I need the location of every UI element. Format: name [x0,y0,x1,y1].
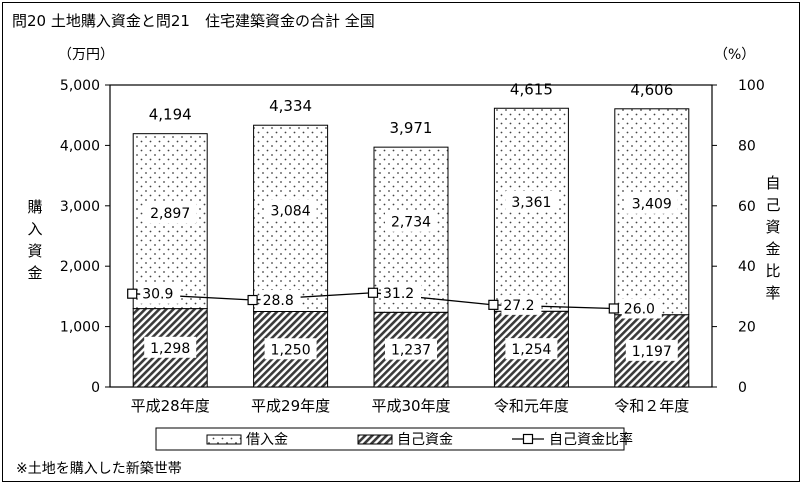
ratio-marker [247,294,258,306]
y2-tick-label: 20 [738,320,756,336]
bar-total-label: 3,971 [390,119,433,137]
bar-own-label: 1,237 [391,343,431,359]
ratio-marker [367,287,379,298]
bar-total-label: 4,606 [630,81,673,99]
ratio-label: 28.8 [263,293,294,309]
bar-total-label: 4,615 [510,80,553,98]
y-tick-label: 2,000 [60,259,100,275]
x-category-label: 令和元年度 [494,397,569,415]
y-tick-label: 5,000 [60,78,100,94]
y2-tick-label: 100 [738,78,765,94]
ratio-label: 31.2 [383,286,414,302]
legend-label-ratio: 自己資金比率 [549,431,633,448]
bar-total-label: 4,194 [149,106,192,124]
chart-title: 問20 土地購入資金と問21 住宅建築資金の合計 全国 [12,12,375,30]
ratio-marker [608,303,619,314]
ratio-marker [127,288,138,299]
legend-swatch-borrowed [206,434,242,445]
bar-borrowed-label: 3,409 [632,197,672,213]
ratio-label: 27.2 [503,298,534,314]
bar-own-label-bg [625,339,678,361]
bar-borrowed-label: 2,897 [150,206,190,222]
bar-borrowed-label: 3,084 [271,203,311,219]
x-category-label: 平成30年度 [371,397,450,415]
footnote: ※土地を購入した新築世帯 [16,461,182,477]
left-axis-title: 購入資金 [27,198,43,282]
bar-borrowed-label-bg [625,192,678,214]
x-category-label: 平成29年度 [251,397,330,415]
ratio-label-bg [381,282,421,303]
bar-borrowed-label-bg [385,210,437,232]
right-axis-unit: （%） [714,47,756,63]
bar-borrowed-label: 3,361 [511,195,551,211]
bar-own-label-bg [385,338,437,360]
bar-borrowed-label-bg [144,202,197,224]
bar-borrowed-label: 2,734 [391,215,431,231]
ratio-label-bg [621,298,662,319]
left-axis-unit: （万円） [58,47,114,63]
ratio-label: 30.9 [142,287,173,303]
y2-tick-label: 0 [738,380,747,396]
y2-tick-label: 80 [738,138,756,154]
bar-own-label: 1,254 [511,342,551,358]
ratio-label: 26.0 [624,301,655,317]
ratio-label-bg [260,290,301,311]
bar-own-label-bg [505,338,558,360]
bar-own-label-bg [264,338,317,360]
legend-swatch-own [357,434,393,445]
y2-tick-label: 40 [738,259,756,275]
bar-borrowed-label-bg [264,199,317,221]
y-tick-label: 1,000 [60,320,100,336]
legend-swatch-ratio-marker [522,433,534,445]
x-category-label: 令和２年度 [614,397,689,415]
bar-total-label: 4,334 [269,97,312,115]
bar-borrowed-label-bg [505,190,558,212]
ratio-label-bg [501,294,542,315]
y-tick-label: 0 [91,380,100,396]
ratio-label-bg [140,283,181,304]
y-tick-label: 3,000 [60,199,100,215]
ratio-marker [488,299,499,310]
x-category-label: 平成28年度 [131,397,210,415]
bar-own-label: 1,250 [271,342,311,358]
legend-label-borrowed: 借入金 [246,432,288,448]
y-tick-label: 4,000 [60,138,100,154]
bar-own-label-bg [144,336,197,358]
bar-own-label: 1,197 [632,344,672,360]
bar-own-label: 1,298 [150,341,190,357]
y2-tick-label: 60 [738,199,756,215]
right-axis-title: 自己資金比率 [765,174,781,302]
legend-label-own: 自己資金 [397,432,453,448]
